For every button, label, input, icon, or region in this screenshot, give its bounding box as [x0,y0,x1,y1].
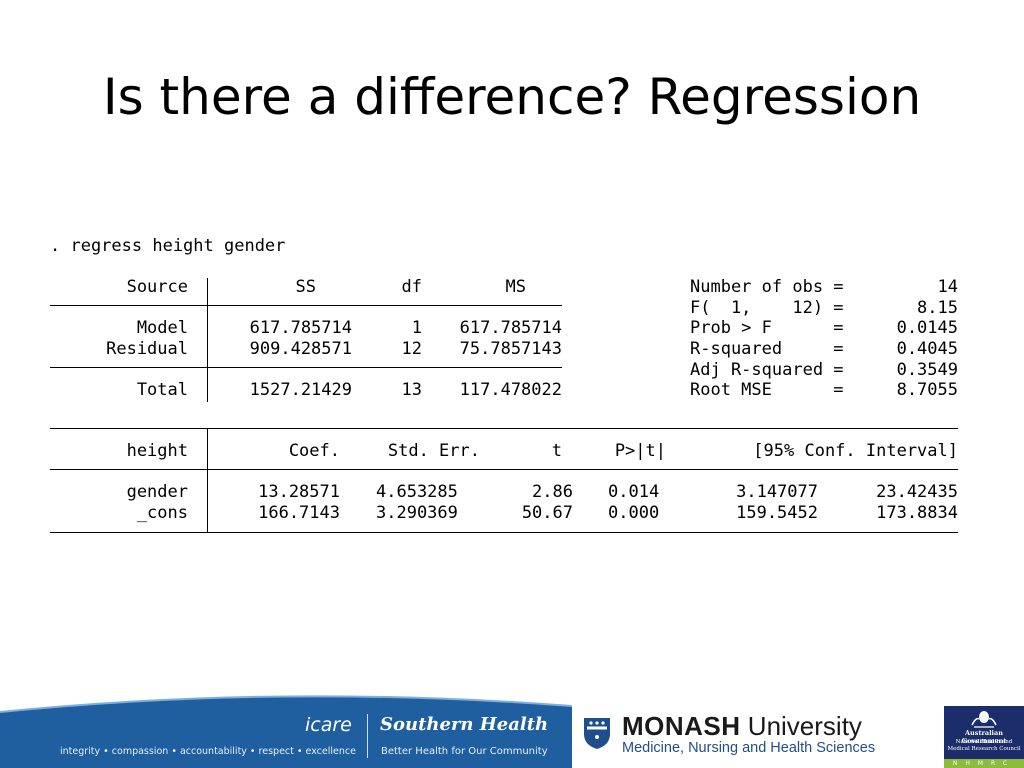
anova-source: Model [136,318,188,338]
anova-row-total: Total 1527.21429 13 117.478022 [50,380,570,400]
coef-header-row: height Coef. Std. Err. t P>|t| [95% Conf… [50,441,960,461]
logo-divider [367,714,368,758]
monash-wordmark: MONASH [622,711,741,741]
anova-source: Total [136,380,188,400]
icare-logo: icare [305,714,352,736]
anova-row-residual: Residual 909.428571 12 75.7857143 [50,339,570,359]
stat-row: F( 1, 12) = 8.15 [690,298,960,318]
anova-vertical-rule [207,278,208,402]
anova-ss: 617.785714 [249,318,352,338]
coef-ci-upper: 173.8834 [876,503,958,523]
coef-divider-mid [50,469,958,470]
monash-university-logo: MONASH University [622,712,862,740]
southern-health-tagline: Better Health for Our Community [381,746,548,757]
coef-ci-lower: 159.5452 [736,503,818,523]
coef-header-se: Std. Err. [387,441,480,461]
stat-row: Number of obs = 14 [690,277,960,297]
university-wordmark: University [740,711,862,741]
coef-p: 0.000 [608,503,660,523]
anova-df: 12 [401,339,422,359]
anova-ss: 1527.21429 [249,380,352,400]
coef-row-gender: gender 13.28571 4.653285 2.86 0.014 3.14… [50,482,960,502]
anova-ms: 75.7857143 [459,339,562,359]
anova-df: 13 [401,380,422,400]
coef-header-var: height [126,441,188,461]
coef-se: 3.290369 [376,503,458,523]
slide-title: Is there a difference? Regression [102,68,922,126]
southern-health-logo: Southern Health [380,714,549,735]
stat-row: Adj R-squared = 0.3549 [690,360,960,380]
stat-row: R-squared = 0.4045 [690,339,960,359]
coef-divider-top [50,428,958,429]
stat-row: Prob > F = 0.0145 [690,318,960,338]
stat-value: 14 [937,277,958,297]
anova-ms: 617.785714 [459,318,562,338]
stat-label: Prob > F = [690,318,844,338]
coef-vertical-rule [207,429,208,533]
stat-value: 8.7055 [896,380,958,400]
monash-faculty: Medicine, Nursing and Health Sciences [622,740,876,756]
stat-value: 0.0145 [896,318,958,338]
coef-var: gender [126,482,188,502]
stat-label: Root MSE = [690,380,844,400]
nhmrc-council-name: National Health and Medical Research Cou… [947,739,1021,752]
stat-label: R-squared = [690,339,844,359]
coef-header-p: P>|t| [614,441,666,461]
nhmrc-government: Australian Government [961,729,1007,745]
coef-ci-lower: 3.147077 [736,482,818,502]
anova-row-model: Model 617.785714 1 617.785714 [50,318,570,338]
stat-label: Adj R-squared = [690,360,844,380]
stat-label: F( 1, 12) = [690,298,844,318]
coef-se: 4.653285 [376,482,458,502]
slide-footer: icare Southern Health Better Health for … [0,690,1024,768]
coef-p: 0.014 [608,482,660,502]
coef-header-t: t [551,441,562,461]
command-line: . regress height gender [50,236,286,256]
coef-t: 50.67 [521,503,573,523]
anova-header-ms: MS [505,277,526,297]
coef-value: 13.28571 [258,482,340,502]
coef-t: 2.86 [532,482,573,502]
coef-header-ci: [95% Conf. Interval] [753,441,958,461]
coef-ci-upper: 23.42435 [876,482,958,502]
anova-source: Residual [106,339,188,359]
anova-header-ss: SS [295,277,316,297]
stat-value: 0.3549 [896,360,958,380]
nhmrc-letter-bar: NHMRC [944,759,1024,768]
stat-value: 0.4045 [896,339,958,359]
stat-label: Number of obs = [690,277,844,297]
anova-divider-bottom [50,367,562,368]
monash-crest-icon [584,718,610,749]
coat-of-arms-icon [971,711,997,728]
values-statement: integrity • compassion • accountability … [60,746,356,757]
anova-header-row: Source SS df MS [50,277,570,297]
anova-divider-top [50,305,562,306]
anova-ss: 909.428571 [249,339,352,359]
coef-divider-bottom [50,532,958,533]
coef-value: 166.7143 [258,503,340,523]
coef-var: _cons [136,503,188,523]
coef-row-cons: _cons 166.7143 3.290369 50.67 0.000 159.… [50,503,960,523]
stat-row: Root MSE = 8.7055 [690,380,960,400]
coef-header-coef: Coef. [288,441,340,461]
anova-ms: 117.478022 [459,380,562,400]
nhmrc-logo: Australian Government National Health an… [944,706,1024,768]
anova-header-source: Source [126,277,188,297]
banner-wave-shape [0,695,572,768]
anova-header-df: df [401,277,422,297]
stat-value: 8.15 [917,298,958,318]
anova-df: 1 [411,318,422,338]
southern-health-banner: icare Southern Health Better Health for … [0,690,572,768]
